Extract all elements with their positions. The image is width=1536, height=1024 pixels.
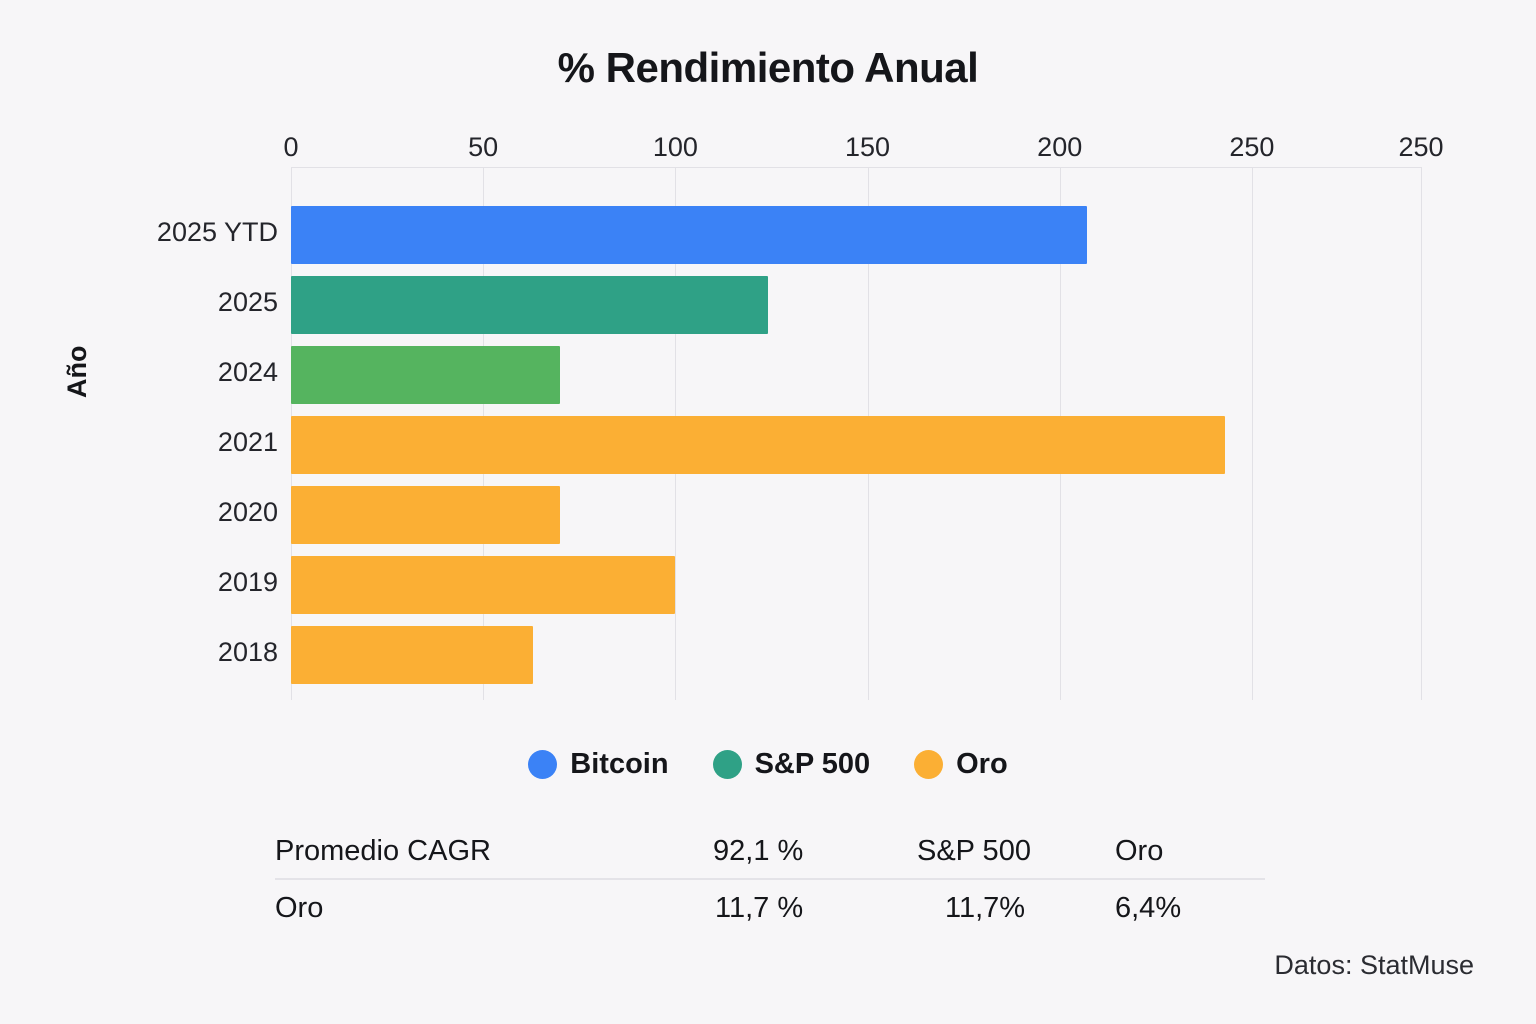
bar-2025[interactable]	[291, 276, 768, 334]
bar-2025-ytd[interactable]	[291, 206, 1087, 264]
y-tick-label: 2018	[217, 637, 278, 667]
bar-2024[interactable]	[291, 346, 561, 404]
x-axis-line	[291, 167, 1421, 168]
gridline-250	[1421, 167, 1422, 700]
summary-table: Promedio CAGR 92,1 % S&P 500 Oro Oro 11,7 % 11…	[275, 824, 1265, 936]
y-tick-label: 2025	[217, 287, 278, 317]
y-tick-label: 2024	[217, 357, 278, 387]
legend-label: Bitcoin	[570, 748, 669, 780]
table-cell: S&P 500	[917, 834, 1031, 867]
bar-2019[interactable]	[291, 556, 676, 614]
x-tick-label: 150	[844, 132, 891, 162]
bar-2020[interactable]	[291, 486, 561, 544]
bar-2018[interactable]	[291, 626, 534, 684]
table-cell: 11,7 %	[715, 891, 804, 924]
y-axis-title: Año	[62, 345, 92, 398]
table-cell: 11,7%	[945, 891, 1026, 924]
x-tick-label: 50	[468, 132, 499, 162]
legend-item-oro[interactable]: Oro	[914, 748, 1008, 781]
table-cell: Promedio CAGR	[275, 834, 491, 867]
table-cell: Oro	[1115, 834, 1164, 867]
x-tick-label: 200	[1037, 132, 1083, 162]
page-title: % Rendimiento Anual	[557, 44, 979, 91]
chart-legend: Bitcoin S&P 500 Oro	[0, 748, 1536, 781]
source-note: Datos: StatMuse	[1274, 950, 1474, 980]
table-cell: 6,4%	[1115, 891, 1182, 924]
y-tick-label: 2019	[217, 567, 278, 597]
legend-swatch-circle-icon	[528, 750, 558, 779]
y-tick-label: 2021	[217, 427, 278, 457]
table-cell: Oro	[275, 891, 324, 924]
x-tick-label: 250	[1398, 132, 1444, 162]
legend-swatch-circle-icon	[712, 750, 742, 779]
table-row: Oro 11,7 % 11,7% 6,4%	[275, 880, 1265, 936]
bar-2021[interactable]	[291, 416, 1225, 474]
legend-swatch-circle-icon	[914, 750, 944, 779]
plot-area	[291, 167, 1422, 700]
gridline-250	[1251, 167, 1253, 700]
table-cell: 92,1 %	[713, 834, 804, 867]
x-tick-label: 0	[283, 132, 299, 162]
legend-label: Oro	[956, 748, 1008, 780]
x-tick-label: 250	[1229, 132, 1275, 162]
x-tick-label: 100	[652, 132, 698, 162]
y-tick-label: 2025 YTD	[156, 217, 278, 247]
legend-item-bitcoin[interactable]: Bitcoin	[528, 748, 669, 781]
legend-item-s-p-500[interactable]: S&P 500	[712, 748, 871, 781]
table-row: Promedio CAGR 92,1 % S&P 500 Oro	[275, 824, 1265, 880]
legend-label: S&P 500	[754, 748, 871, 780]
y-tick-label: 2020	[217, 497, 278, 527]
